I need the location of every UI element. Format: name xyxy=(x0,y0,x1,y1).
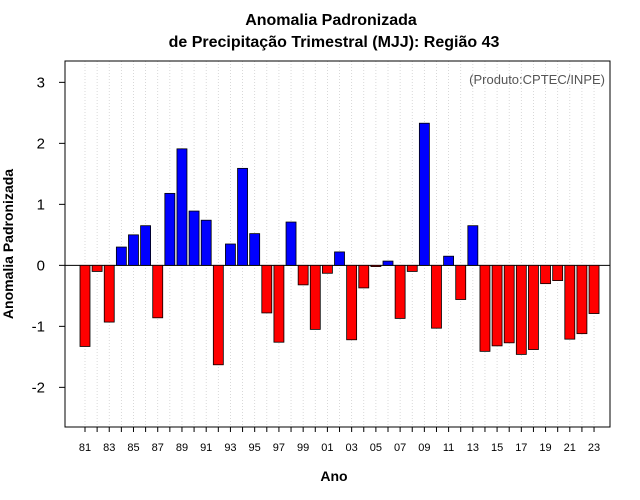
bar-2011 xyxy=(443,255,455,266)
bar-2005 xyxy=(370,264,382,267)
chart-title: Anomalia Padronizada xyxy=(245,12,417,29)
bar-1982 xyxy=(91,264,103,272)
bar-2007 xyxy=(394,264,406,319)
x-tick-label: 81 xyxy=(79,442,91,454)
bar-1996 xyxy=(261,264,273,314)
bar-1990 xyxy=(188,210,200,266)
x-tick-label: 11 xyxy=(443,442,454,454)
bar-2002 xyxy=(334,251,345,266)
bar-1986 xyxy=(140,225,152,266)
bar-1995 xyxy=(249,233,261,266)
credit-label: (Produto:CPTEC/INPE) xyxy=(469,72,605,87)
bar-2013 xyxy=(467,225,479,266)
y-tick-label: 2 xyxy=(37,135,45,152)
bar-2023 xyxy=(588,264,600,314)
bar-2001 xyxy=(321,264,333,274)
x-tick-label: 91 xyxy=(200,442,212,454)
y-tick-label: 0 xyxy=(37,257,45,274)
x-tick-label: 89 xyxy=(176,442,188,454)
x-tick-label: 99 xyxy=(297,442,309,454)
bar-2004 xyxy=(358,264,370,289)
bar-1983 xyxy=(103,264,115,323)
bar-2006 xyxy=(382,260,394,266)
x-tick-label: 17 xyxy=(515,442,527,454)
x-axis-label: Ano xyxy=(320,468,347,484)
x-tick-label: 87 xyxy=(152,442,164,454)
bars xyxy=(79,122,600,366)
x-tick-label: 07 xyxy=(394,442,406,454)
plot-frame xyxy=(64,60,611,428)
x-tick-label: 15 xyxy=(491,442,503,454)
y-tick-label: 1 xyxy=(37,196,45,213)
bar-1991 xyxy=(200,219,212,266)
bar-1998 xyxy=(285,221,297,266)
bar-1985 xyxy=(128,234,139,266)
bar-1994 xyxy=(237,167,248,266)
bar-2003 xyxy=(346,264,358,341)
x-tick-label: 97 xyxy=(273,442,285,454)
x-tick-label: 85 xyxy=(127,442,139,454)
x-tick-label: 09 xyxy=(418,442,430,454)
bar-2008 xyxy=(406,264,418,272)
x-tick-label: 13 xyxy=(467,442,479,454)
bar-1984 xyxy=(115,246,127,266)
x-axis: 81 83 85 87 89 91 93 95 97 99 01 03 05 07 09 11 13 15 17 19… xyxy=(79,427,600,454)
bar-1989 xyxy=(176,148,188,266)
y-tick-label: -2 xyxy=(32,379,45,396)
y-axis: -2 -1 0 1 2 3 xyxy=(32,74,65,396)
bar-2012 xyxy=(455,264,467,300)
bar-2015 xyxy=(491,264,503,347)
vertical-gridlines xyxy=(84,61,595,427)
bar-1987 xyxy=(152,264,164,319)
bar-2000 xyxy=(309,264,321,330)
bar-2022 xyxy=(576,264,588,335)
bar-2010 xyxy=(431,264,442,329)
x-tick-label: 05 xyxy=(370,442,382,454)
bar-1999 xyxy=(297,264,309,286)
x-tick-label: 21 xyxy=(564,442,576,454)
x-tick-label: 93 xyxy=(224,442,236,454)
bar-1993 xyxy=(225,243,236,266)
bar-2014 xyxy=(479,264,491,352)
bar-2021 xyxy=(564,264,576,340)
y-tick-label: 3 xyxy=(37,74,45,91)
bar-1981 xyxy=(79,264,91,347)
bar-2018 xyxy=(528,264,539,350)
x-tick-label: 19 xyxy=(539,442,551,454)
y-tick-label: -1 xyxy=(32,318,45,335)
bar-2020 xyxy=(552,264,564,282)
bar-2009 xyxy=(418,122,430,266)
bar-2019 xyxy=(540,264,551,285)
x-tick-label: 83 xyxy=(103,442,115,454)
bar-1988 xyxy=(164,192,176,266)
chart-subtitle: de Precipitação Trimestral (MJJ): Região… xyxy=(169,34,500,51)
x-tick-label: 03 xyxy=(346,442,358,454)
y-axis-label: Anomalia Padronizada xyxy=(0,169,16,319)
x-tick-label: 23 xyxy=(588,442,600,454)
x-tick-label: 01 xyxy=(321,442,333,454)
bar-2017 xyxy=(515,264,527,355)
bar-1992 xyxy=(212,264,224,366)
bar-2016 xyxy=(503,264,515,344)
x-tick-label: 95 xyxy=(249,442,261,454)
bar-1997 xyxy=(273,264,285,343)
